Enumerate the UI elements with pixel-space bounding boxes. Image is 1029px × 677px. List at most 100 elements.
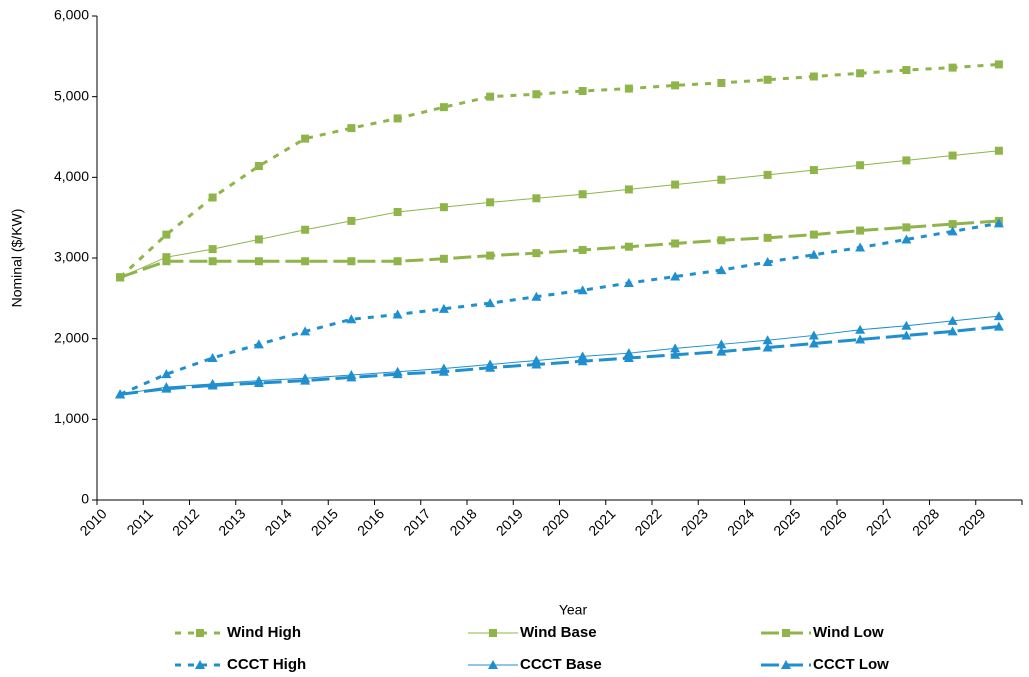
data-point — [901, 234, 912, 244]
data-point — [855, 334, 866, 344]
data-point — [393, 208, 402, 217]
data-point — [532, 90, 541, 99]
data-point — [254, 257, 263, 266]
data-point — [162, 257, 171, 266]
data-point — [670, 343, 681, 353]
data-point — [346, 314, 357, 324]
data-point — [855, 324, 866, 334]
data-point — [392, 309, 403, 319]
data-point — [578, 87, 587, 96]
x-tick-label: 2024 — [724, 505, 757, 538]
data-point — [763, 233, 772, 242]
legend-label: CCCT High — [227, 656, 306, 673]
data-point — [162, 230, 171, 239]
data-point — [486, 251, 495, 260]
data-point — [855, 242, 866, 252]
data-point — [438, 303, 449, 313]
legend-marker — [782, 629, 790, 637]
series-line — [119, 150, 999, 278]
y-tick-label: 5,000 — [54, 87, 89, 103]
x-tick-label: 2021 — [585, 505, 618, 538]
x-tick-label: 2023 — [678, 505, 711, 538]
x-tick-label: 2018 — [446, 505, 479, 538]
data-point — [670, 349, 681, 359]
data-point — [347, 216, 356, 225]
data-point — [253, 378, 264, 388]
data-point — [577, 356, 588, 366]
data-point — [716, 339, 727, 349]
data-point — [439, 103, 448, 112]
data-point — [301, 225, 310, 234]
y-tick-label: 3,000 — [54, 249, 89, 265]
x-tick-label: 2010 — [76, 505, 109, 538]
data-point — [301, 257, 310, 266]
data-point — [300, 326, 311, 336]
data-point — [115, 389, 126, 399]
x-axis-label: Year — [559, 602, 588, 618]
data-point — [346, 372, 357, 382]
data-point — [393, 257, 402, 266]
data-point — [486, 198, 495, 207]
data-point — [670, 271, 681, 281]
data-point — [578, 190, 587, 199]
data-point — [808, 338, 819, 348]
data-point — [994, 60, 1003, 69]
data-point — [392, 369, 403, 379]
data-point — [948, 63, 957, 72]
data-point — [809, 72, 818, 81]
data-point — [208, 193, 217, 202]
x-tick-label: 2026 — [816, 505, 849, 538]
data-point — [948, 220, 957, 229]
data-point — [809, 230, 818, 239]
data-point — [763, 170, 772, 179]
x-tick-label: 2020 — [539, 505, 572, 538]
data-point — [208, 257, 217, 266]
data-point — [531, 359, 542, 369]
legend-marker — [488, 660, 498, 669]
y-axis-label: Nominal ($/KW) — [9, 209, 25, 308]
data-point — [623, 278, 634, 288]
y-tick-label: 2,000 — [54, 329, 89, 345]
y-tick-label: 6,000 — [54, 7, 89, 23]
data-point — [439, 254, 448, 263]
legend-marker — [195, 660, 205, 669]
legend-marker — [196, 629, 204, 637]
data-point — [902, 66, 911, 75]
data-point — [300, 375, 311, 385]
x-tick-label: 2013 — [215, 505, 248, 538]
data-point — [347, 124, 356, 133]
data-point — [578, 245, 587, 254]
data-point — [948, 151, 957, 160]
data-point — [162, 253, 171, 262]
data-point — [671, 81, 680, 90]
data-point — [762, 335, 773, 345]
series-line — [120, 315, 999, 395]
series-line — [119, 62, 999, 279]
data-point — [902, 156, 911, 165]
data-point — [947, 326, 958, 336]
data-point — [716, 346, 727, 356]
legend-label: Wind Low — [813, 624, 884, 641]
legend-label: CCCT Base — [520, 656, 602, 673]
data-point — [207, 353, 218, 363]
data-point — [947, 226, 958, 236]
data-point — [856, 69, 865, 78]
data-point — [485, 362, 496, 372]
y-tick-label: 0 — [81, 491, 89, 507]
legend-label: Wind Base — [520, 624, 597, 641]
data-point — [717, 78, 726, 87]
data-point — [161, 383, 172, 393]
data-point — [485, 298, 496, 308]
y-tick-label: 4,000 — [54, 168, 89, 184]
x-tick-label: 2028 — [909, 505, 942, 538]
data-point — [161, 369, 172, 379]
x-tick-label: 2016 — [354, 505, 387, 538]
x-tick-label: 2022 — [631, 505, 664, 538]
data-point — [762, 342, 773, 352]
data-point — [577, 285, 588, 295]
data-point — [809, 166, 818, 175]
data-point — [717, 236, 726, 245]
data-point — [393, 114, 402, 123]
data-point — [993, 311, 1004, 321]
